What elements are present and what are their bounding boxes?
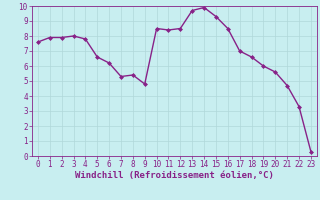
X-axis label: Windchill (Refroidissement éolien,°C): Windchill (Refroidissement éolien,°C) [75,171,274,180]
